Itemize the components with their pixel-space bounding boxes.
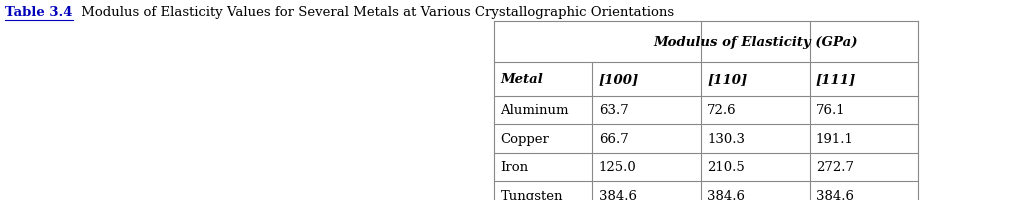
Text: 384.6: 384.6 xyxy=(707,189,746,200)
Text: 72.6: 72.6 xyxy=(707,104,737,117)
Text: 191.1: 191.1 xyxy=(816,132,854,145)
Text: [100]: [100] xyxy=(599,73,639,86)
Text: 125.0: 125.0 xyxy=(599,161,637,174)
Text: 63.7: 63.7 xyxy=(599,104,629,117)
Text: 384.6: 384.6 xyxy=(816,189,854,200)
Text: [111]: [111] xyxy=(816,73,856,86)
Text: Modulus of Elasticity Values for Several Metals at Various Crystallographic Orie: Modulus of Elasticity Values for Several… xyxy=(77,5,673,18)
Text: 130.3: 130.3 xyxy=(707,132,746,145)
Text: 384.6: 384.6 xyxy=(599,189,637,200)
Text: 66.7: 66.7 xyxy=(599,132,629,145)
Text: Modulus of Elasticity (GPa): Modulus of Elasticity (GPa) xyxy=(653,36,857,49)
Text: 272.7: 272.7 xyxy=(816,161,854,174)
Text: 210.5: 210.5 xyxy=(707,161,746,174)
Text: 76.1: 76.1 xyxy=(816,104,846,117)
Text: Iron: Iron xyxy=(500,161,528,174)
Text: [110]: [110] xyxy=(707,73,748,86)
Text: Aluminum: Aluminum xyxy=(500,104,569,117)
Text: Table 3.4: Table 3.4 xyxy=(5,5,72,18)
Text: Tungsten: Tungsten xyxy=(500,189,562,200)
Text: Copper: Copper xyxy=(500,132,549,145)
Text: Metal: Metal xyxy=(500,73,543,86)
